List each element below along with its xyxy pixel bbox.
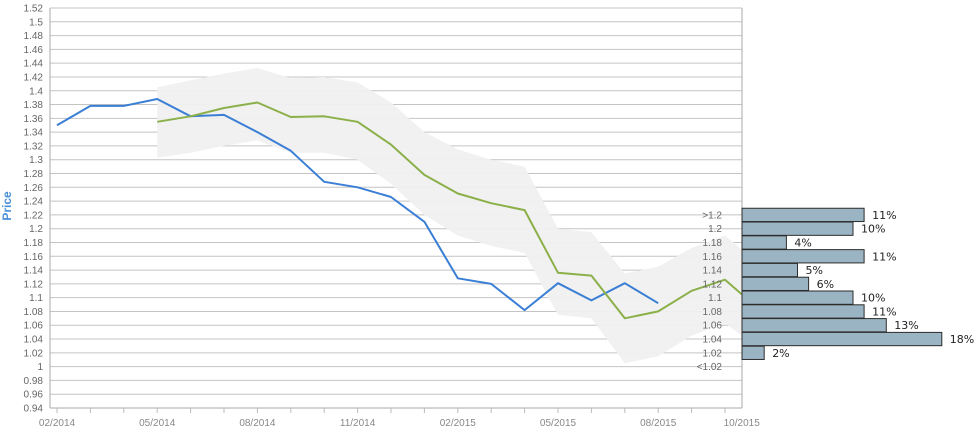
distribution-bin-label: 1.06 <box>703 321 723 332</box>
y-tick-label: 1.42 <box>24 72 44 83</box>
distribution-percent-label: 10% <box>861 223 885 236</box>
distribution-bar <box>741 345 765 360</box>
distribution-bin-label: 1.12 <box>703 279 723 290</box>
y-tick-label: 1.24 <box>24 197 44 208</box>
y-tick-label: 1.3 <box>29 155 43 166</box>
x-axis-ticks: 02/2014 05/2014 08/2014 11/2014 02/2015 05/20… <box>39 408 760 429</box>
y-tick-label: 1.26 <box>24 183 44 194</box>
distribution-bin-label: 1.14 <box>703 266 723 277</box>
x-tick-label: 02/2014 <box>39 418 76 429</box>
distribution-percent-label: 5% <box>806 264 823 277</box>
x-tick-label: 05/2015 <box>540 418 577 429</box>
distribution-bar <box>741 207 865 223</box>
distribution-bin-label: 1.08 <box>703 307 723 318</box>
distribution-percent-label: 10% <box>861 292 885 305</box>
y-tick-label: 1.44 <box>24 59 44 70</box>
distribution-bin-label: 1.1 <box>708 293 722 304</box>
x-tick-label: 10/2015 <box>724 418 761 429</box>
y-tick-label: 1.34 <box>24 128 44 139</box>
distribution-bin-label: 1.04 <box>703 335 723 346</box>
y-tick-label: 1.06 <box>24 321 44 332</box>
distribution-percent-label: 2% <box>772 347 789 360</box>
distribution-bar <box>741 318 887 333</box>
y-tick-label: 1.14 <box>24 266 44 277</box>
y-tick-label: 1.22 <box>24 210 44 221</box>
y-tick-label: 1.4 <box>29 86 43 97</box>
y-tick-label: 1.2 <box>29 224 43 235</box>
distribution-bar <box>741 331 943 347</box>
y-tick-label: 1 <box>37 362 43 373</box>
y-tick-label: 1.36 <box>24 114 44 125</box>
distribution-bar <box>741 221 854 236</box>
price-series <box>56 98 743 320</box>
y-axis-ticks: 0.94 0.96 0.98 1 1.02 1.04 1.06 1.08 1.1 1.12 1.14… <box>24 4 44 415</box>
distribution-percent-label: 11% <box>872 250 896 263</box>
y-tick-label: 1.04 <box>24 335 44 346</box>
distribution-bin-label: 1.2 <box>708 224 722 235</box>
distribution-bin-label: <1.02 <box>697 362 723 373</box>
y-tick-label: 1.08 <box>24 307 44 318</box>
y-tick-label: 1.02 <box>24 348 44 359</box>
distribution-bar <box>741 249 865 264</box>
y-tick-label: 1.46 <box>24 45 44 56</box>
distribution-bar <box>741 290 854 305</box>
y-tick-label: 0.96 <box>24 390 44 401</box>
y-tick-label: 1.1 <box>29 293 43 304</box>
distribution-bar <box>741 276 810 292</box>
x-tick-label: 08/2014 <box>239 418 276 429</box>
y-tick-label: 1.12 <box>24 279 44 290</box>
y-tick-label: 1.52 <box>24 4 44 15</box>
y-tick-label: 1.18 <box>24 238 44 249</box>
forecast-band <box>157 68 742 364</box>
y-axis-label: Price <box>0 191 14 221</box>
distribution-percent-label: 11% <box>872 209 896 222</box>
y-tick-label: 1.16 <box>24 252 44 263</box>
distribution-percent-label: 18% <box>950 333 974 346</box>
distribution-bin-label: 1.02 <box>703 348 723 359</box>
distribution-percent-label: 13% <box>894 319 918 332</box>
distribution-bar <box>741 262 798 278</box>
forecast-price-line <box>157 101 743 320</box>
distribution-percent-label: 6% <box>817 278 834 291</box>
y-tick-label: 0.94 <box>24 404 44 415</box>
y-tick-label: 1.28 <box>24 169 44 180</box>
distribution-bar <box>741 304 865 319</box>
distribution-percent-label: 4% <box>794 236 811 249</box>
y-tick-label: 1.48 <box>24 31 44 42</box>
distribution-bar <box>741 235 787 250</box>
distribution-percent-label: 11% <box>872 305 896 318</box>
y-tick-label: 1.38 <box>24 100 44 111</box>
distribution-bin-label: >1.2 <box>702 210 722 221</box>
historical-price-line <box>56 98 659 312</box>
distribution-bin-label: 1.16 <box>703 252 723 263</box>
distribution-bin-label: 1.18 <box>703 238 723 249</box>
y-tick-label: 0.98 <box>24 376 44 387</box>
y-tick-label: 1.5 <box>29 17 43 28</box>
forecast-band-area <box>157 68 742 364</box>
y-tick-label: 1.32 <box>24 141 44 152</box>
distribution-bars: >1.2 11% 1.2 10% 1.18 4% 1.16 11% 1.14 5% 1.12 6% 1.… <box>697 207 974 373</box>
x-tick-label: 02/2015 <box>440 418 477 429</box>
x-tick-label: 08/2015 <box>640 418 677 429</box>
x-tick-label: 05/2014 <box>139 418 176 429</box>
x-tick-label: 11/2014 <box>340 418 376 429</box>
